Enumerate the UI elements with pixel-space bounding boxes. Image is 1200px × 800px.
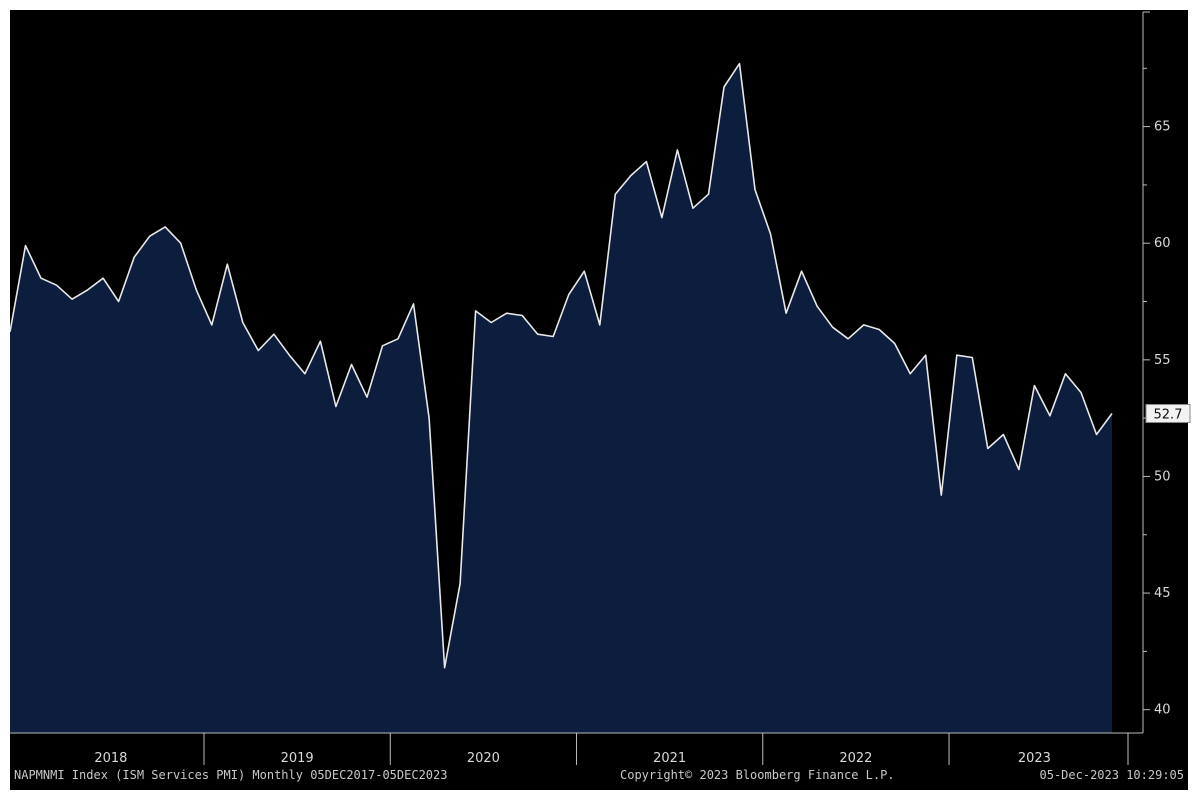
footer-background <box>10 733 1188 790</box>
y-tick-label: 60 <box>1154 236 1171 251</box>
area-series <box>9 62 1113 734</box>
last-value-label: 52.7 <box>1154 407 1183 422</box>
x-tick-label: 2020 <box>467 751 500 766</box>
footer-series-description: NAPMNMI Index (ISM Services PMI) Monthly… <box>14 768 448 782</box>
footer-timestamp: 05-Dec-2023 10:29:05 <box>1039 768 1185 782</box>
x-tick-label: 2021 <box>653 751 686 766</box>
y-tick-label: 40 <box>1154 703 1171 718</box>
x-tick-label: 2023 <box>1018 751 1051 766</box>
x-tick-label: 2018 <box>94 751 127 766</box>
y-tick-label: 65 <box>1154 120 1171 135</box>
last-value-marker: 52.7 <box>1145 403 1191 423</box>
footer-copyright: Copyright© 2023 Bloomberg Finance L.P. <box>620 768 895 782</box>
y-tick-label: 55 <box>1154 353 1171 368</box>
x-tick-label: 2022 <box>839 751 872 766</box>
y-tick-label: 45 <box>1154 586 1171 601</box>
area-fill <box>10 63 1112 734</box>
last-value-box <box>1145 403 1191 423</box>
y-tick-label: 50 <box>1154 469 1171 484</box>
y-axis-ticks: 40 45 50 55 60 65 <box>1143 67 1171 718</box>
series-line <box>9 62 1113 669</box>
x-tick-label: 2019 <box>281 751 314 766</box>
x-axis-ticks: 2018 2019 2020 2021 2022 2023 <box>94 733 1129 766</box>
